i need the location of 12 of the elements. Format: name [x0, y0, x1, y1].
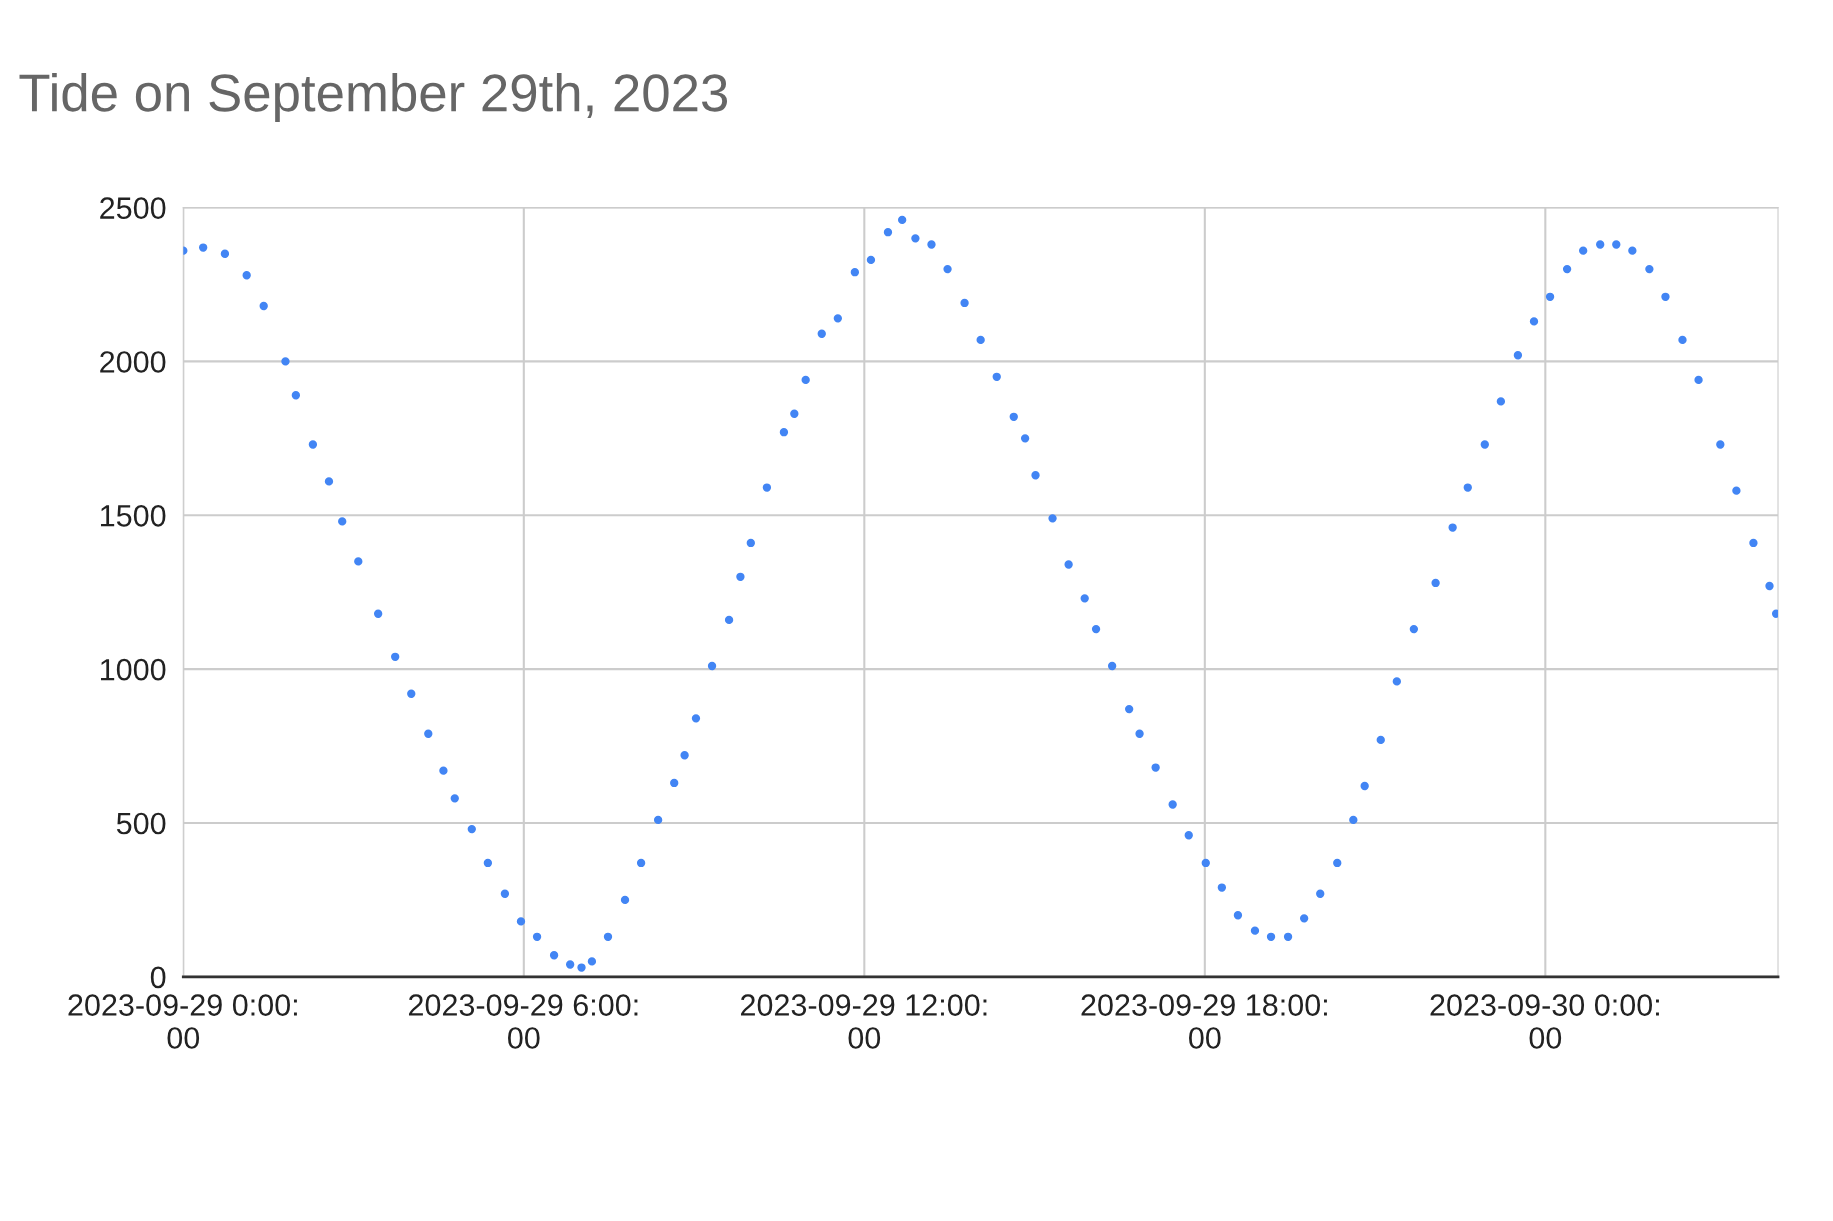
y-tick-label: 0	[150, 966, 166, 989]
y-tick-label: 500	[116, 812, 166, 835]
x-tick-label: 2023-09-29 6:00: 00	[408, 994, 638, 1049]
x-tick-label: 2023-09-30 0:00: 00	[1430, 994, 1659, 1049]
y-tick-label: 1500	[101, 505, 166, 527]
x-tick-label: 2023-09-29 0:00: 00	[68, 994, 297, 1049]
y-tick-label: 2500	[100, 197, 166, 219]
y-tick-label: 1000	[101, 658, 166, 681]
x-tick-label: 2023-09-29 12:00: 00	[740, 994, 987, 1049]
y-tick-label: 2000	[100, 351, 166, 373]
chart-title: Tide on September 29th, 2023	[19, 72, 728, 123]
x-tick-label: 2023-09-29 18:00: 00	[1081, 994, 1327, 1049]
